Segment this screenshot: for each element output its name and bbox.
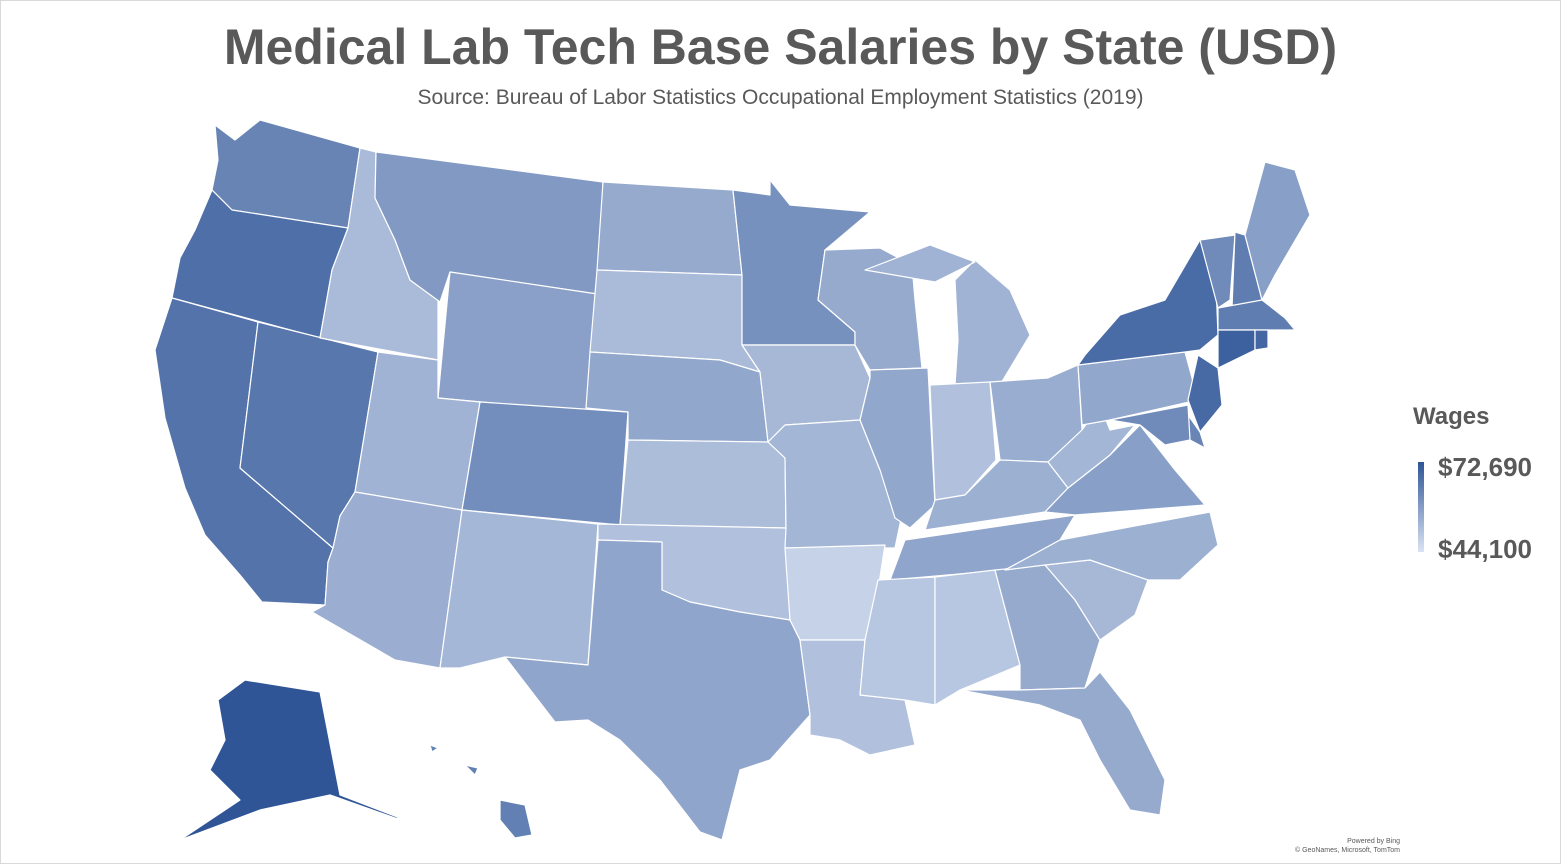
state-AK — [179, 679, 406, 841]
state-VT — [1199, 234, 1236, 309]
state-RI — [1254, 329, 1269, 351]
legend-title: Wages — [1413, 403, 1490, 430]
map-attribution: Powered by Bing © GeoNames, Microsoft, T… — [1250, 837, 1400, 855]
state-NM — [439, 509, 599, 669]
state-WV — [1047, 404, 1136, 489]
state-AL — [934, 569, 1021, 706]
state-MA — [1217, 299, 1296, 331]
state-IL — [859, 367, 936, 529]
state-FL — [959, 671, 1166, 816]
state-TX — [504, 539, 811, 841]
attribution-line-2: © GeoNames, Microsoft, TomTom — [1295, 847, 1400, 854]
state-HI — [429, 744, 533, 839]
attribution-line-1: Powered by Bing — [1347, 838, 1400, 845]
state-CT — [1217, 329, 1256, 369]
state-NC — [1004, 511, 1219, 581]
state-NY — [1077, 239, 1219, 366]
legend-color-scale — [1418, 462, 1424, 552]
state-ND — [596, 181, 743, 276]
chart-subtitle: Source: Bureau of Labor Statistics Occup… — [417, 86, 1144, 109]
chart-title: Medical Lab Tech Base Salaries by State … — [223, 19, 1338, 75]
state-NJ — [1187, 354, 1223, 433]
state-MO — [767, 419, 906, 549]
state-WY — [437, 271, 598, 413]
legend-max-label: $72,690 — [1438, 452, 1532, 482]
state-KS — [619, 439, 787, 529]
state-IN — [929, 381, 997, 501]
state-MI — [864, 244, 1031, 386]
state-CO — [461, 401, 629, 526]
state-MD — [1109, 404, 1191, 446]
legend-min-label: $44,100 — [1438, 534, 1532, 564]
